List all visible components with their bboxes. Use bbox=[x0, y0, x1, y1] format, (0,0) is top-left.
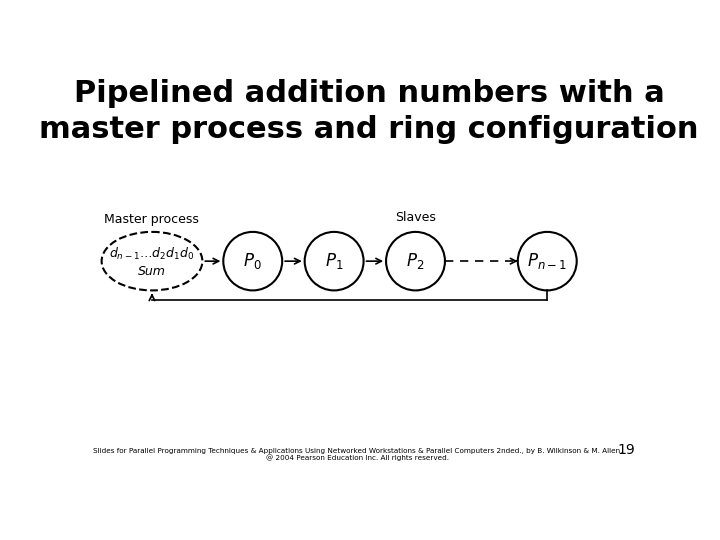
Text: Slaves: Slaves bbox=[395, 211, 436, 224]
Text: Sum: Sum bbox=[138, 266, 166, 279]
Text: $P_2$: $P_2$ bbox=[406, 251, 425, 271]
Text: $P_{n-1}$: $P_{n-1}$ bbox=[527, 251, 567, 271]
Text: $d_{n-1}\ldots d_2 d_1 d_0$: $d_{n-1}\ldots d_2 d_1 d_0$ bbox=[109, 245, 194, 261]
Text: $P_1$: $P_1$ bbox=[325, 251, 343, 271]
Text: Pipelined addition numbers with a
master process and ring configuration: Pipelined addition numbers with a master… bbox=[40, 79, 698, 144]
Text: Slides for Parallel Programming Techniques & Applications Using Networked Workst: Slides for Parallel Programming Techniqu… bbox=[93, 448, 622, 454]
Text: $P_0$: $P_0$ bbox=[243, 251, 262, 271]
Text: 19: 19 bbox=[617, 443, 635, 457]
Text: @ 2004 Pearson Education Inc. All rights reserved.: @ 2004 Pearson Education Inc. All rights… bbox=[266, 454, 449, 461]
Text: Master process: Master process bbox=[104, 213, 199, 226]
